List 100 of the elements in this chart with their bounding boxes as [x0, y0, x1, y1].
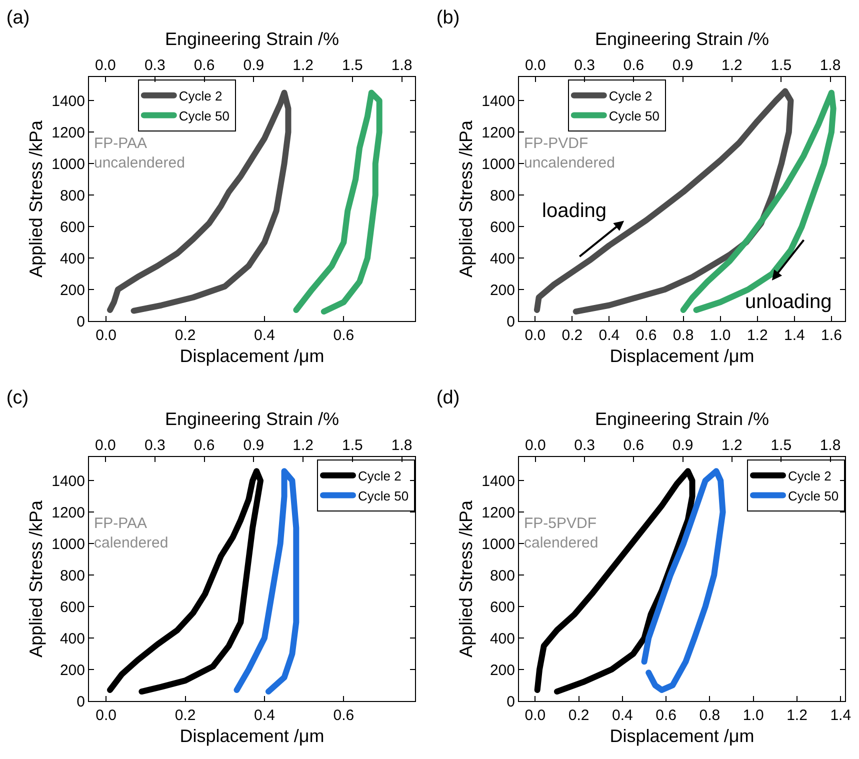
y-tick-label: 0 — [506, 693, 515, 710]
legend-label: Cycle 50 — [608, 108, 660, 124]
y-tick-label: 0 — [76, 313, 85, 330]
y-tick-label: 1400 — [52, 92, 85, 110]
y-tick-label: 200 — [60, 282, 85, 299]
y-axis-title: Applied Stress /kPa — [456, 499, 476, 658]
x2-tick-label: 0.3 — [574, 437, 595, 454]
x-tick-label: 0.4 — [598, 327, 620, 344]
x-tick-label: 1.4 — [830, 707, 852, 724]
x-tick-label: 1.2 — [746, 327, 768, 344]
x2-tick-label: 1.5 — [342, 437, 363, 454]
x-tick-label: 0.6 — [333, 707, 354, 724]
annotation: FP-PAA uncalendered — [94, 135, 185, 172]
x-tick-label: 0.6 — [333, 327, 354, 344]
y-tick-label: 600 — [60, 218, 85, 236]
x-tick-label: 0.2 — [568, 707, 590, 724]
y-tick-label: 200 — [490, 662, 515, 679]
chart-title: (b) — [436, 8, 460, 29]
y-tick-label: 200 — [60, 662, 85, 679]
y-tick-label: 0 — [506, 313, 515, 330]
x-axis-title: Displacement /μm — [610, 726, 754, 746]
y-axis-title: Applied Stress /kPa — [456, 119, 476, 278]
x2-tick-label: 0.6 — [623, 437, 644, 454]
x-tick-label: 0.0 — [524, 707, 546, 724]
y-tick-label: 200 — [490, 282, 515, 299]
y-tick-label: 800 — [60, 567, 85, 584]
x2-tick-label: 0.9 — [243, 437, 264, 454]
x-tick-label: 1.6 — [821, 327, 842, 344]
x2-tick-label: 0.9 — [243, 57, 264, 74]
y-tick-label: 1200 — [482, 504, 515, 522]
y-tick-label: 400 — [60, 630, 85, 648]
y-tick-label: 600 — [490, 598, 515, 616]
x2-tick-label: 0.6 — [194, 57, 215, 74]
x-tick-label: 0.2 — [562, 327, 583, 344]
x2-tick-label: 0.3 — [574, 57, 595, 74]
x2-tick-label: 1.5 — [770, 57, 792, 74]
x2-tick-label: 0.9 — [672, 57, 694, 74]
legend-label: Cycle 2 — [788, 468, 832, 484]
y-tick-label: 600 — [60, 598, 85, 616]
x-axis-title: Displacement /μm — [180, 346, 324, 366]
x2-tick-label: 1.5 — [342, 57, 363, 74]
annotation: unloading — [745, 291, 832, 313]
y-tick-label: 1000 — [482, 156, 515, 173]
x2-axis-title: Engineering Strain /% — [164, 29, 340, 50]
y-tick-label: 800 — [490, 187, 515, 204]
chart-title: (c) — [6, 388, 29, 409]
x-tick-label: 1.0 — [742, 707, 764, 724]
x-axis-title: Displacement /μm — [180, 726, 324, 746]
x2-tick-label: 1.2 — [722, 57, 742, 74]
x-tick-label: 1.2 — [786, 707, 808, 724]
y-tick-label: 0 — [76, 693, 85, 710]
x2-tick-label: 1.8 — [391, 57, 412, 74]
y-tick-label: 1400 — [482, 92, 515, 110]
x-tick-label: 0.8 — [699, 707, 720, 724]
x-tick-label: 0.2 — [174, 707, 196, 724]
x2-tick-label: 0.9 — [672, 437, 694, 454]
x2-tick-label: 1.2 — [292, 437, 314, 454]
y-tick-label: 400 — [490, 250, 515, 268]
x-tick-label: 0.4 — [612, 707, 633, 724]
y-tick-label: 1000 — [482, 536, 515, 553]
y-tick-label: 1000 — [52, 536, 85, 553]
x2-tick-label: 1.8 — [820, 57, 841, 74]
x2-axis-title: Engineering Strain /% — [164, 409, 340, 430]
y-axis-title: Applied Stress /kPa — [26, 119, 46, 278]
y-tick-label: 800 — [490, 567, 515, 584]
x2-tick-label: 0.3 — [144, 57, 166, 74]
x2-tick-label: 1.8 — [820, 437, 841, 454]
x2-axis-title: Engineering Strain /% — [594, 29, 770, 50]
x-tick-label: 1.4 — [784, 327, 805, 344]
x-tick-label: 0.6 — [656, 707, 676, 724]
x2-axis-title: Engineering Strain /% — [594, 409, 770, 430]
y-tick-label: 400 — [60, 250, 85, 268]
x2-tick-label: 0.0 — [95, 437, 116, 454]
x-tick-label: 0.8 — [672, 327, 694, 344]
x2-tick-label: 0.6 — [623, 57, 644, 74]
x-axis-title: Displacement /μm — [610, 346, 754, 366]
y-tick-label: 1400 — [482, 472, 515, 490]
y-tick-label: 800 — [60, 187, 85, 204]
y-tick-label: 1000 — [52, 156, 85, 173]
legend-label: Cycle 2 — [178, 88, 222, 104]
x-tick-label: 0.4 — [254, 327, 275, 344]
y-tick-label: 400 — [490, 630, 515, 648]
x-tick-label: 0.0 — [524, 327, 546, 344]
x2-tick-label: 1.8 — [391, 437, 412, 454]
y-tick-label: 600 — [490, 218, 515, 236]
legend-label: Cycle 2 — [358, 468, 402, 484]
x-tick-label: 1.0 — [710, 327, 731, 344]
x-tick-label: 0.0 — [96, 327, 116, 344]
y-tick-label: 1200 — [52, 124, 85, 142]
y-tick-label: 1400 — [52, 472, 85, 490]
y-tick-label: 1200 — [482, 124, 515, 142]
x-tick-label: 0.0 — [96, 707, 116, 724]
y-tick-label: 1200 — [52, 504, 85, 522]
annotation: FP-PVDF uncalendered — [524, 135, 615, 172]
x-tick-label: 0.6 — [636, 327, 657, 344]
y-axis-title: Applied Stress /kPa — [26, 499, 46, 658]
legend-label: Cycle 50 — [178, 108, 230, 124]
annotation: FP-5PVDF calendered — [524, 515, 598, 552]
chart-title: (a) — [6, 8, 30, 29]
x2-tick-label: 0.0 — [524, 57, 546, 74]
